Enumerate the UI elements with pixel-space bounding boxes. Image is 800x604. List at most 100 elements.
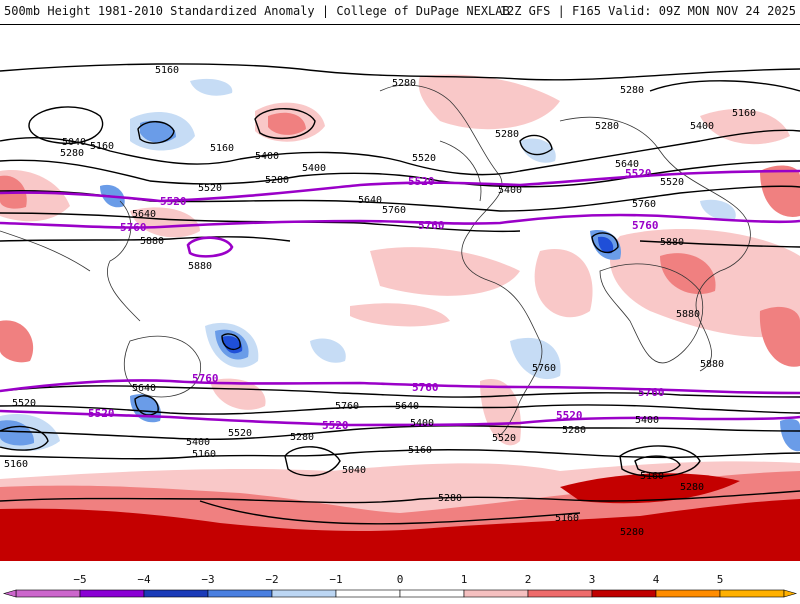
contour-label: 5040 (62, 137, 86, 148)
contour-label: 5760 (382, 205, 406, 216)
coastline (559, 116, 751, 372)
anom-pos-region (760, 165, 800, 217)
height-contour-cell (284, 446, 341, 477)
contour-label: 5160 (4, 459, 28, 470)
height-contour-cell (519, 134, 553, 156)
colorbar-segments (2, 589, 798, 598)
colorbar-segment (399, 589, 465, 598)
height-contour-cell (254, 108, 316, 140)
anom-pos-region (0, 320, 34, 363)
colorbar-segment (207, 589, 273, 598)
contour-label: 5160 (732, 108, 756, 119)
height-contour-cell (134, 395, 159, 416)
contour-label: 5520 (12, 398, 36, 409)
contour-label: 5280 (620, 85, 644, 96)
contour-label: 5760 (335, 401, 359, 412)
anom-pos-region (700, 108, 790, 145)
coastline (0, 230, 91, 272)
colorbar-segment (463, 589, 529, 598)
contour-label: 5520 (198, 183, 222, 194)
height-contours-black (0, 63, 800, 525)
contour-label: 5280 (290, 432, 314, 443)
colorbar-end-right (783, 589, 798, 598)
colorbar-tick-label: 5 (717, 573, 724, 586)
anom-pos-region (660, 253, 716, 295)
contour-label: 5400 (255, 151, 279, 162)
colorbar-segment (591, 589, 657, 598)
contour-label-purple: 5760 (632, 219, 659, 232)
contour-label: 5160 (90, 141, 114, 152)
contour-label-purple: 5760 (412, 381, 439, 394)
purple-contour-5880-cell (186, 236, 234, 258)
height-contour-cell (591, 232, 619, 254)
anom-neg-region (598, 236, 614, 254)
contour-label: 5400 (410, 418, 434, 429)
contour-label-purple: 5520 (322, 419, 349, 432)
colorbar-tick-label: 0 (397, 573, 404, 586)
anom-pos-region (268, 112, 306, 135)
contour-label-purple: 5520 (88, 407, 115, 420)
height-contour-cell (619, 445, 701, 478)
contour-label: 5280 (620, 527, 644, 538)
purple-contour-5520-south (0, 409, 800, 427)
contour-label: 5640 (132, 209, 156, 220)
colorbar-segment (655, 589, 721, 598)
anom-pos-region (759, 306, 800, 367)
colorbar-segment (527, 589, 593, 598)
anom-neg-region (310, 338, 346, 363)
contour-label: 5880 (676, 309, 700, 320)
coastline (107, 200, 141, 322)
contour-label: 5880 (660, 237, 684, 248)
colorbar-segment (143, 589, 209, 598)
anom-pos-region (418, 74, 560, 130)
contour-label: 5520 (660, 177, 684, 188)
contour-label: 5160 (155, 65, 179, 76)
anom-neg-region (780, 418, 800, 452)
map-panel: 5160 5280 5040 5280 5160 5160 5400 5280 … (0, 24, 800, 561)
colorbar-tick-label: −2 (265, 573, 278, 586)
anom-neg-region (700, 199, 736, 221)
height-contour (0, 129, 800, 176)
contour-label: 5400 (302, 163, 326, 174)
contour-label: 5160 (555, 513, 579, 524)
colorbar: −5 −4 −3 −2 −1 0 1 2 3 4 5 (0, 562, 800, 600)
height-contour (0, 448, 800, 460)
contour-label: 5640 (615, 159, 639, 170)
colorbar-tick-label: 4 (653, 573, 660, 586)
anomaly-map: 5160 5280 5040 5280 5160 5160 5400 5280 … (0, 25, 800, 561)
height-contour (639, 240, 800, 248)
colorbar-tick-label: −1 (329, 573, 342, 586)
anom-pos-region (350, 303, 450, 327)
colorbar-tick-label: −3 (201, 573, 214, 586)
anom-neg-region (520, 138, 556, 163)
contour-label: 5880 (188, 261, 212, 272)
contour-label: 5280 (562, 425, 586, 436)
coastline (599, 263, 704, 364)
height-contour-cell (649, 80, 800, 92)
contour-label-purple: 5520 (408, 175, 435, 188)
height-contour-cell (0, 425, 49, 451)
height-contour (0, 490, 800, 504)
contour-label: 5520 (412, 153, 436, 164)
height-contour (199, 500, 581, 525)
contour-label: 5280 (595, 121, 619, 132)
contour-label: 5520 (228, 428, 252, 439)
contour-label: 5640 (395, 401, 419, 412)
height-contour (0, 236, 291, 242)
colorbar-tick-label: −4 (137, 573, 151, 586)
height-contour-cell (634, 455, 681, 474)
anom-pos-region (560, 473, 740, 504)
contour-label-purple: 5760 (418, 219, 445, 232)
height-contour-cell (221, 333, 241, 351)
contour-label: 5760 (532, 363, 556, 374)
colorbar-segment (15, 589, 81, 598)
chart-title: 500mb Height 1981-2010 Standardized Anom… (4, 4, 510, 18)
contour-label: 5400 (186, 437, 210, 448)
contour-label: 5160 (640, 471, 664, 482)
purple-contour-5760-north (0, 213, 800, 229)
colorbar-svg: −5 −4 −3 −2 −1 0 1 2 3 4 5 (2, 573, 798, 598)
contour-label: 5640 (132, 383, 156, 394)
contour-label-purple: 5520 (160, 195, 187, 208)
contour-label: 5400 (498, 185, 522, 196)
colorbar-ticks: −5 −4 −3 −2 −1 0 1 2 3 4 5 (73, 573, 723, 586)
